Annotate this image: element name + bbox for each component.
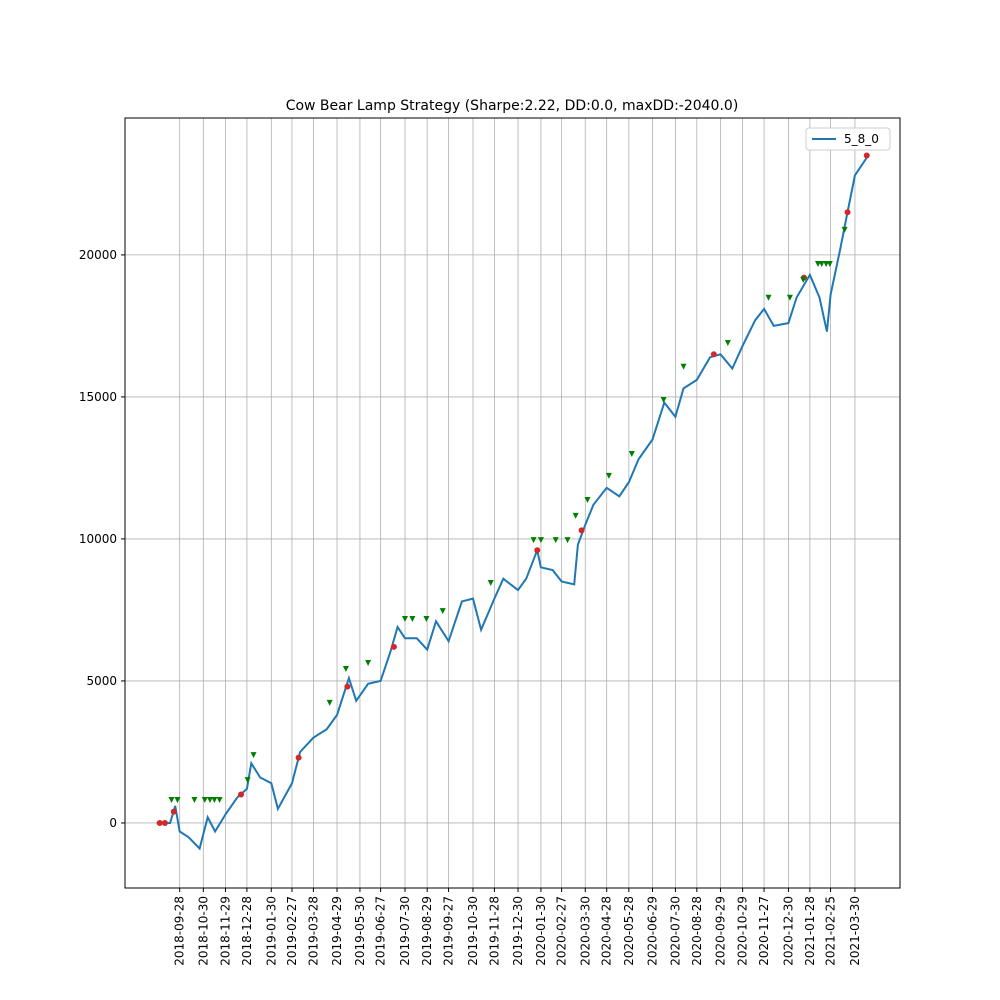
x-tick-label: 2021-02-25 [824, 896, 838, 966]
x-tick-label: 2020-06-29 [646, 896, 660, 966]
signal-marker [863, 152, 870, 159]
plot-frame [124, 117, 901, 889]
x-tick-label: 2019-08-29 [420, 896, 434, 966]
x-tick-label: 2019-05-30 [353, 896, 367, 966]
signal-marker [365, 660, 372, 667]
y-tick-label: 0 [109, 816, 117, 830]
x-tick-label: 2019-01-30 [264, 896, 278, 966]
x-tick-label: 2018-11-29 [218, 896, 232, 966]
x-tick-label: 2019-04-29 [330, 896, 344, 966]
x-tick-label: 2019-12-30 [511, 896, 525, 966]
signal-marker [439, 608, 446, 615]
y-tick-label: 10000 [79, 532, 117, 546]
signal-marker [342, 666, 349, 673]
signal-marker [170, 808, 177, 815]
x-tick-label: 2020-05-28 [622, 896, 636, 966]
signal-marker [168, 796, 175, 803]
signal-marker [390, 643, 397, 650]
legend-box [805, 127, 891, 151]
signal-marker [660, 397, 667, 404]
signal-marker [572, 512, 579, 519]
x-tick-label: 2020-07-30 [668, 896, 682, 966]
signal-marker [161, 819, 168, 826]
x-tick-label: 2020-10-29 [736, 896, 750, 966]
x-tick-label: 2018-09-28 [173, 896, 187, 966]
x-tick-label: 2019-11-28 [487, 896, 501, 966]
signal-marker [216, 796, 223, 803]
signal-marker [552, 537, 559, 544]
signal-marker [237, 791, 244, 798]
signal-marker [244, 777, 251, 784]
x-tick-label: 2020-01-30 [534, 896, 548, 966]
signal-marker [409, 616, 416, 623]
signal-marker [800, 276, 807, 283]
signal-marker [402, 616, 409, 623]
x-tick-label: 2020-09-29 [713, 896, 727, 966]
signal-marker [250, 752, 257, 759]
signal-marker [818, 260, 825, 267]
signal-marker [201, 796, 208, 803]
signal-marker [487, 579, 494, 586]
signal-marker [605, 472, 612, 479]
signal-marker [628, 451, 635, 458]
x-tick-label: 2020-03-30 [578, 896, 592, 966]
signal-marker [584, 497, 591, 504]
signal-marker [844, 209, 851, 216]
x-tick-label: 2020-11-27 [757, 896, 771, 966]
x-tick-label: 2019-10-30 [466, 896, 480, 966]
y-tick-label: 5000 [86, 674, 117, 688]
signal-marker [191, 796, 198, 803]
signal-marker [530, 537, 537, 544]
signal-marker [564, 537, 571, 544]
signal-marker [786, 294, 793, 301]
signal-marker [206, 796, 213, 803]
y-tick-label: 15000 [79, 390, 117, 404]
x-tick-label: 2020-02-27 [555, 896, 569, 966]
x-tick-label: 2020-04-28 [600, 896, 614, 966]
x-tick-label: 2019-06-27 [374, 896, 388, 966]
signal-marker [537, 537, 544, 544]
legend-label: 5_8_0 [844, 132, 879, 146]
signal-marker [211, 796, 218, 803]
chart-title: Cow Bear Lamp Strategy (Sharpe:2.22, DD:… [286, 98, 739, 114]
x-tick-label: 2019-07-30 [398, 896, 412, 966]
signal-marker [156, 819, 163, 826]
grid [125, 118, 900, 888]
x-tick-label: 2019-02-27 [285, 896, 299, 966]
signal-marker [841, 226, 848, 233]
signal-marker [826, 260, 833, 267]
signal-marker [578, 527, 585, 534]
x-tick-label: 2020-08-28 [690, 896, 704, 966]
signal-marker [326, 699, 333, 706]
signal-marker [765, 294, 772, 301]
x-tick-label: 2021-01-28 [803, 896, 817, 966]
x-tick-label: 2018-12-28 [240, 896, 254, 966]
x-tick-label: 2018-10-30 [196, 896, 210, 966]
x-tick-label: 2019-03-28 [306, 896, 320, 966]
line-series [156, 154, 870, 851]
signal-marker [710, 351, 717, 358]
signal-marker [680, 363, 687, 370]
x-tick-label: 2021-03-30 [848, 896, 862, 966]
signal-marker [295, 754, 302, 761]
x-tick-label: 2019-09-27 [442, 896, 456, 966]
signal-marker [423, 616, 430, 623]
y-tick-label: 20000 [79, 248, 117, 262]
signal-marker [174, 796, 181, 803]
signal-marker [534, 547, 541, 554]
x-tick-label: 2020-12-30 [781, 896, 795, 966]
signal-marker [724, 339, 731, 346]
signal-marker [344, 683, 351, 690]
